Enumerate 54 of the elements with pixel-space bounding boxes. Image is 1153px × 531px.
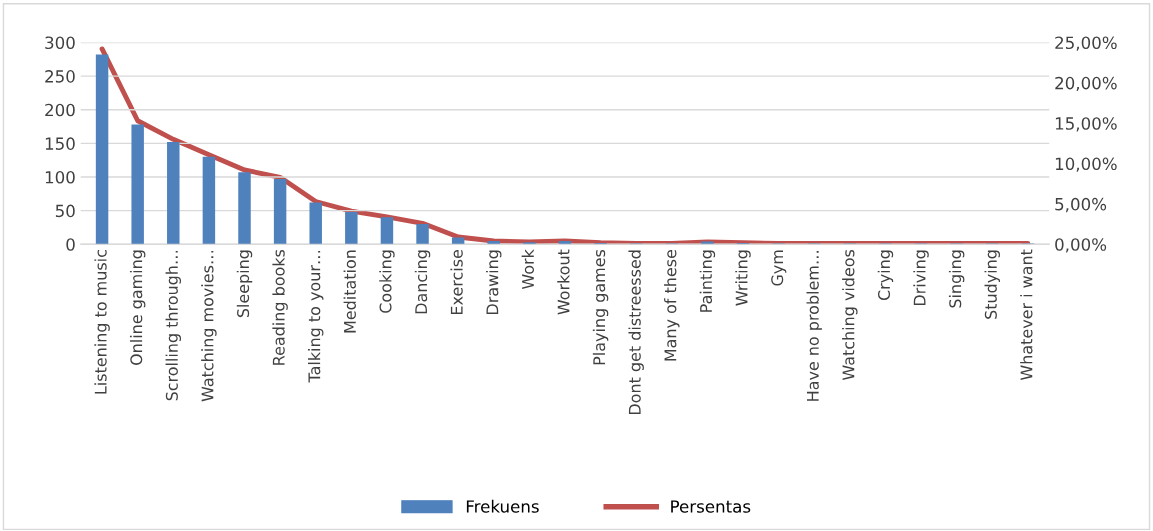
x-tick-label: Painting [699, 250, 716, 312]
bar [202, 156, 216, 245]
line-series [99, 46, 1031, 245]
x-tick-label: Workout [557, 249, 570, 315]
x-tick-label: Whatever i want [1020, 249, 1033, 381]
bar [345, 211, 358, 245]
x-tick-label: Work [521, 249, 534, 290]
y2-tick-label: 0,00% [1055, 238, 1107, 253]
bar [309, 202, 322, 245]
bar [131, 124, 144, 245]
x-tick-label: Gym [771, 250, 787, 286]
legend-label: Frekuens [466, 499, 539, 513]
y2-tick-label: 15,00% [1055, 117, 1117, 132]
x-tick-label: Playing games [592, 249, 609, 365]
x-tick-label: Scrolling through… [165, 250, 182, 401]
x-tick-label: Talking to your… [307, 250, 324, 383]
x-tick-label: Dancing [414, 250, 431, 314]
legend-label: Persentas [671, 500, 751, 513]
y-tick-label: 50 [55, 204, 75, 218]
y-tick-label: 0 [66, 238, 75, 251]
bar [167, 142, 180, 245]
y2-tick-label: 25,00% [1055, 36, 1117, 51]
x-tick-label: Driving [913, 250, 929, 306]
x-tick-label: Watching videos [842, 249, 858, 381]
x-tick-label: Studying [984, 250, 1000, 319]
x-tick-label: Drawing [486, 250, 502, 314]
x-tick-label: Watching movies… [201, 250, 217, 402]
x-tick-label: Reading books [272, 249, 288, 365]
y2-tick-label: 20,00% [1055, 76, 1117, 92]
bar [238, 172, 251, 245]
x-tick-label: Exercise [450, 249, 463, 314]
bar [95, 54, 109, 245]
x-tick-label: Many of these [664, 249, 680, 361]
bar [380, 217, 394, 245]
y2-tick-label: 5,00% [1055, 197, 1107, 213]
x-tick-label: Have no problem… [806, 250, 822, 401]
x-tick-label: Meditation [343, 250, 356, 333]
x-tick-label: Online gaming [129, 250, 146, 366]
y-tick-label: 300 [45, 36, 75, 50]
y-tick-label: 200 [45, 103, 75, 117]
x-tick-label: Writing [735, 250, 751, 306]
x-tick-label: Singing [948, 250, 965, 308]
x-tick-label: Cooking [379, 250, 395, 313]
x-tick-label: Dont get distreessed [628, 250, 644, 415]
y2-tick-label: 10,00% [1055, 157, 1117, 172]
bar [273, 179, 287, 245]
y-tick-label: 250 [45, 70, 75, 83]
bar [416, 224, 429, 245]
x-tick-label: Sleeping [236, 250, 253, 318]
x-tick-label: Listening to music [94, 250, 110, 394]
bar [523, 242, 536, 245]
y-tick-label: 100 [45, 170, 75, 184]
y-tick-label: 150 [45, 137, 75, 150]
x-tick-label: Crying [877, 250, 894, 301]
